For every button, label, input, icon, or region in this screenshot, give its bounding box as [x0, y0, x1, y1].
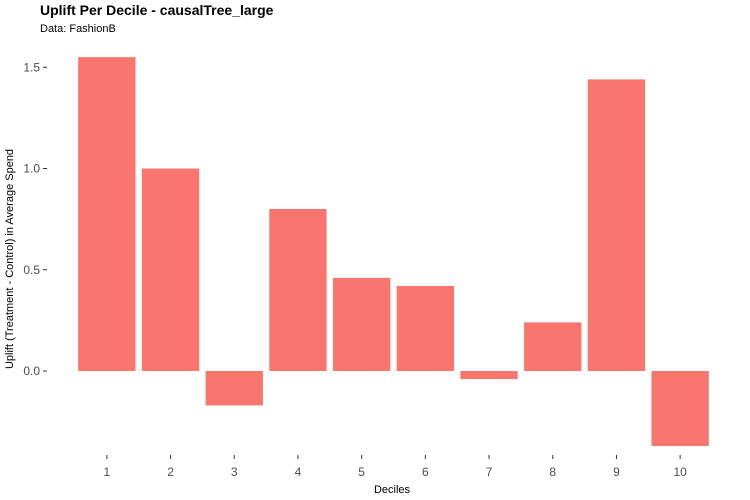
x-tick-label: 4 — [295, 465, 302, 479]
x-tick-label: 10 — [673, 465, 687, 479]
bar-decile-7 — [460, 371, 518, 380]
bar-decile-5 — [332, 277, 391, 371]
y-axis-title: Uplift (Treatment - Control) in Average … — [4, 149, 16, 369]
bar-decile-9 — [587, 79, 646, 372]
x-tick-label: 3 — [231, 465, 238, 479]
bar-decile-1 — [78, 57, 136, 371]
x-tick-label: 1 — [104, 465, 111, 479]
chart-title: Uplift Per Decile - causalTree_large — [40, 2, 274, 18]
x-tick-label: 9 — [613, 465, 620, 479]
bar-decile-4 — [269, 209, 327, 371]
bar-decile-2 — [141, 168, 200, 371]
x-tick-label: 6 — [422, 465, 429, 479]
x-tick-label: 8 — [549, 465, 556, 479]
y-axis: 0.0 0.5 1.0 1.5 — [23, 60, 47, 378]
bar-decile-8 — [524, 322, 582, 371]
y-tick-label: 0.5 — [23, 263, 40, 277]
chart-subtitle: Data: FashionB — [40, 23, 116, 35]
x-axis: 1 2 3 4 5 6 7 8 9 10 — [104, 455, 687, 479]
y-tick-label: 0.0 — [23, 364, 40, 378]
bars-group — [78, 57, 709, 446]
x-axis-title: Deciles — [374, 484, 411, 496]
y-tick-label: 1.0 — [23, 162, 40, 176]
x-tick-label: 2 — [167, 465, 174, 479]
y-tick-label: 1.5 — [23, 60, 40, 74]
x-tick-label: 7 — [486, 465, 493, 479]
bar-decile-10 — [651, 371, 709, 446]
bar-decile-3 — [205, 371, 263, 406]
bar-decile-6 — [396, 285, 455, 371]
x-tick-label: 5 — [358, 465, 365, 479]
